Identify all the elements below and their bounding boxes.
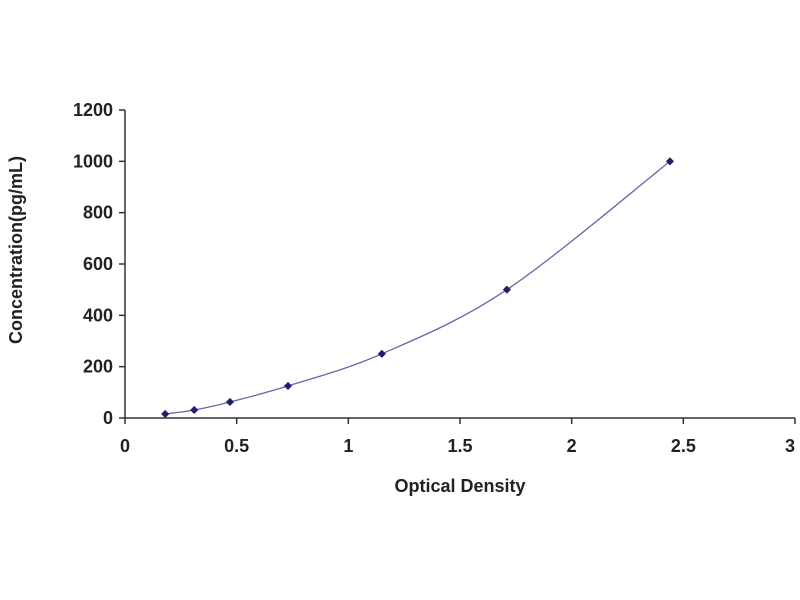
- fitted-curve: [165, 160, 671, 415]
- data-points: [161, 157, 674, 419]
- x-tick-label: 2: [567, 436, 577, 456]
- y-tick-label: 800: [83, 203, 113, 223]
- data-point: [283, 381, 293, 390]
- y-axis-title: Concentration(pg/mL): [6, 156, 26, 344]
- x-tick-label: 3: [785, 436, 795, 456]
- y-tick-label: 200: [83, 357, 113, 377]
- data-point: [161, 409, 170, 419]
- axes: [119, 109, 796, 424]
- y-tick-label: 1000: [73, 151, 113, 171]
- x-axis-title: Optical Density: [394, 476, 525, 496]
- y-tick-labels: 0 200 400 600 800 1000 1200: [73, 100, 113, 428]
- y-tick-label: 400: [83, 305, 113, 325]
- x-tick-label: 2.5: [671, 436, 696, 456]
- data-point: [190, 405, 199, 415]
- x-tick-label: 0.5: [224, 436, 249, 456]
- y-tick-label: 600: [83, 254, 113, 274]
- data-point: [225, 397, 235, 407]
- x-tick-label: 0: [120, 436, 130, 456]
- data-point: [502, 285, 511, 294]
- x-tick-labels: 0 0.5 1 1.5 2 2.5 3: [120, 436, 795, 456]
- x-tick-label: 1: [343, 436, 353, 456]
- y-tick-label: 0: [103, 408, 113, 428]
- x-tick-label: 1.5: [447, 436, 472, 456]
- data-point: [377, 349, 386, 358]
- data-point: [665, 157, 674, 166]
- y-tick-label: 1200: [73, 100, 113, 120]
